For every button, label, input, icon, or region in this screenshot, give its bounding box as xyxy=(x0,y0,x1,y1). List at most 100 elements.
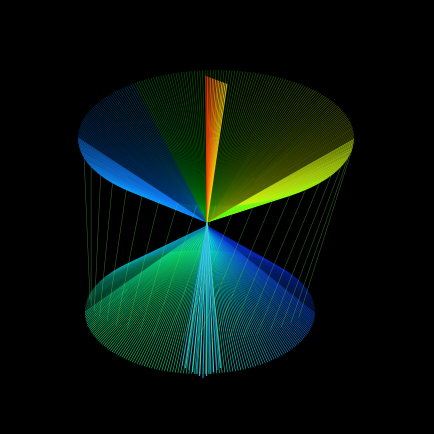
strand xyxy=(206,221,218,371)
strand xyxy=(206,221,215,373)
strand xyxy=(172,225,208,373)
strand xyxy=(206,221,222,369)
strand xyxy=(184,221,208,369)
strand xyxy=(188,225,208,251)
strand xyxy=(180,72,208,223)
strand xyxy=(138,81,208,223)
strand xyxy=(148,78,208,223)
rim-link xyxy=(298,148,353,318)
strand xyxy=(206,71,249,223)
strand xyxy=(146,225,208,368)
strand xyxy=(138,225,208,365)
strand xyxy=(169,225,208,372)
strand xyxy=(181,221,208,367)
strand xyxy=(206,136,355,223)
strand xyxy=(136,82,208,223)
rim-link xyxy=(139,203,178,334)
strand xyxy=(206,79,287,223)
strand xyxy=(132,225,208,363)
strand xyxy=(206,76,277,223)
strand xyxy=(206,81,293,223)
strand xyxy=(191,225,208,251)
strand xyxy=(194,225,208,251)
strand xyxy=(129,225,208,362)
strand xyxy=(125,225,208,360)
strand xyxy=(206,77,282,223)
strand xyxy=(206,86,308,223)
strand xyxy=(206,73,262,223)
rim-link xyxy=(99,182,113,317)
rim-link xyxy=(290,157,349,323)
strand xyxy=(206,72,252,223)
strand xyxy=(116,90,208,223)
strand xyxy=(158,225,208,371)
strand xyxy=(117,225,208,356)
strand xyxy=(206,225,290,351)
strand xyxy=(194,70,208,223)
strand xyxy=(206,83,300,223)
strand xyxy=(206,78,284,223)
rim-link xyxy=(115,195,143,326)
strand xyxy=(153,225,208,369)
strand xyxy=(130,84,208,223)
strand xyxy=(206,79,289,223)
strand xyxy=(206,75,272,223)
strand xyxy=(156,225,208,370)
strand xyxy=(112,92,208,223)
strand xyxy=(186,71,208,223)
strand xyxy=(206,225,287,354)
strand xyxy=(206,70,233,223)
strand xyxy=(206,72,257,223)
strand xyxy=(162,75,208,223)
strand xyxy=(206,70,238,223)
rim-link xyxy=(197,203,255,341)
strand xyxy=(196,70,208,223)
rim-link xyxy=(83,157,91,300)
lower-fan xyxy=(84,221,316,379)
strand xyxy=(119,225,208,357)
strand xyxy=(206,70,236,223)
strand xyxy=(206,225,271,362)
strand xyxy=(188,221,208,371)
strand xyxy=(206,71,244,223)
strand xyxy=(206,225,266,364)
rim-link xyxy=(228,195,291,339)
strand xyxy=(206,76,275,223)
strand xyxy=(206,72,254,223)
strand xyxy=(206,225,252,368)
strand xyxy=(206,225,228,373)
strand xyxy=(206,225,259,366)
rim-link xyxy=(106,189,127,322)
strand xyxy=(206,225,281,357)
strand xyxy=(161,225,208,371)
strand xyxy=(206,74,265,223)
strand xyxy=(206,77,280,223)
upper-fan xyxy=(77,69,355,341)
rim-link xyxy=(182,205,236,340)
rim-link xyxy=(280,166,342,328)
strand xyxy=(155,76,208,223)
strand xyxy=(188,71,208,223)
strand xyxy=(118,89,208,223)
strand xyxy=(167,74,208,223)
rim-link xyxy=(152,205,197,337)
strand xyxy=(115,225,208,355)
strand xyxy=(206,225,242,371)
strand xyxy=(132,83,208,223)
strand xyxy=(175,72,208,223)
strand xyxy=(183,71,208,223)
rim-link xyxy=(167,205,217,339)
strand xyxy=(206,80,291,223)
strand xyxy=(206,225,268,363)
strand xyxy=(124,87,208,223)
strand xyxy=(206,74,267,223)
strand xyxy=(151,225,208,369)
rim-link xyxy=(94,175,101,312)
strand xyxy=(152,77,208,223)
strand xyxy=(134,82,208,223)
strand xyxy=(191,221,208,373)
strand xyxy=(126,86,208,223)
strand xyxy=(206,89,314,223)
